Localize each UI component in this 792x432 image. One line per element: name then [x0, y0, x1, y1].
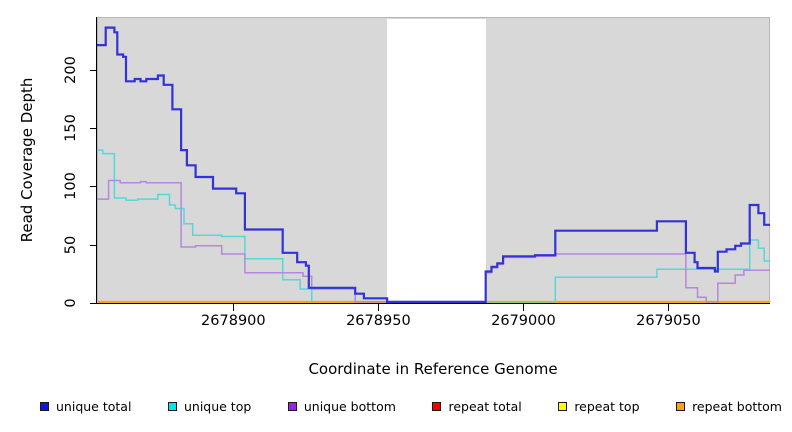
x-axis-line	[97, 303, 770, 304]
legend-item-repeat-total: repeat total	[432, 399, 522, 414]
x-tick-mark-2	[523, 304, 525, 311]
legend-swatch-icon	[432, 402, 442, 411]
legend-swatch-icon	[287, 402, 297, 411]
legend: unique total unique top unique bottom repea…	[40, 399, 782, 414]
series-lines	[97, 26, 770, 303]
x-tick-mark-0	[233, 304, 235, 311]
legend-swatch-icon	[40, 402, 49, 411]
series-line-unique-top	[97, 149, 770, 303]
x-tick-label-0: 2678900	[201, 313, 266, 329]
legend-swatch-icon	[676, 402, 686, 411]
legend-swatch-icon	[558, 402, 568, 411]
y-tick-label-0: 0	[63, 298, 79, 308]
legend-item-unique-top: unique top	[167, 399, 252, 414]
y-axis-line	[96, 17, 97, 304]
x-axis-title: Coordinate in Reference Genome	[308, 360, 558, 378]
legend-label: unique total	[56, 399, 132, 414]
legend-label: repeat bottom	[692, 399, 782, 414]
legend-item-repeat-top: repeat top	[558, 399, 640, 414]
x-tick-label-2: 2679000	[491, 313, 556, 329]
legend-label: unique top	[183, 399, 252, 414]
legend-item-unique-bottom: unique bottom	[287, 399, 396, 414]
y-tick-label-4: 200	[63, 55, 79, 84]
y-tick-mark-1	[90, 244, 97, 246]
y-axis-title: Read Coverage Depth	[18, 77, 36, 243]
series-line-unique-total	[97, 26, 770, 303]
legend-item-repeat-bottom: repeat bottom	[676, 399, 782, 414]
series-line-unique-bottom	[97, 179, 770, 303]
legend-item-unique-total: unique total	[40, 399, 131, 414]
y-tick-mark-4	[90, 69, 97, 71]
x-tick-mark-1	[378, 304, 380, 311]
y-tick-mark-3	[90, 127, 97, 129]
y-tick-label-3: 150	[63, 114, 79, 142]
y-tick-mark-2	[90, 186, 97, 188]
legend-label: repeat top	[574, 399, 640, 414]
x-tick-label-3: 2679050	[636, 313, 701, 329]
y-tick-label-2: 100	[63, 172, 79, 201]
no-data-gap-band	[387, 19, 486, 303]
y-tick-mark-0	[90, 303, 97, 304]
x-tick-label-1: 2678950	[346, 313, 411, 329]
x-tick-mark-3	[668, 304, 670, 311]
legend-label: unique bottom	[303, 399, 396, 414]
legend-swatch-icon	[167, 402, 177, 411]
legend-label: repeat total	[448, 399, 522, 414]
y-tick-label-1: 50	[63, 235, 79, 254]
